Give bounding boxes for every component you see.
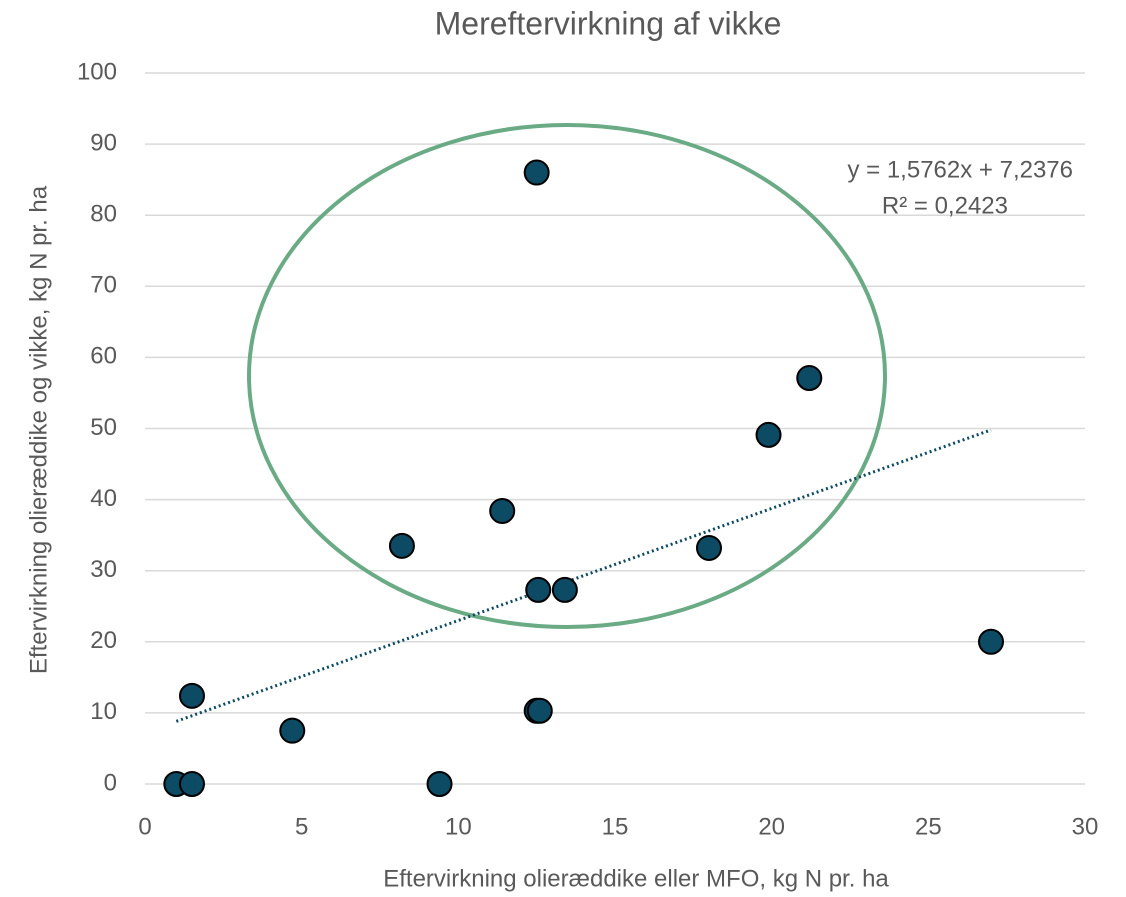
scatter-point	[755, 421, 782, 448]
scatter-point	[526, 697, 553, 724]
chart-title: Mereftervirkning af vikke	[435, 5, 782, 41]
x-tick-label: 15	[602, 813, 629, 840]
scatter-point	[388, 532, 415, 559]
scatter-point	[523, 159, 550, 186]
y-tick-label: 20	[90, 627, 117, 654]
y-tick-label: 0	[104, 769, 117, 796]
scatter-point	[796, 365, 823, 392]
scatter-point	[551, 576, 578, 603]
scatter-point	[489, 497, 516, 524]
y-tick-label: 40	[90, 485, 117, 512]
x-tick-label: 5	[295, 813, 308, 840]
x-tick-label: 0	[138, 813, 151, 840]
y-tick-label: 10	[90, 698, 117, 725]
x-tick-label: 20	[758, 813, 785, 840]
scatter-point	[279, 717, 306, 744]
y-tick-label: 90	[90, 129, 117, 156]
y-tick-label: 60	[90, 343, 117, 370]
highlight-ellipse	[247, 123, 887, 629]
x-tick-label: 25	[915, 813, 942, 840]
grid	[145, 72, 1085, 785]
x-tick-label: 30	[1072, 813, 1099, 840]
y-tick-label: 80	[90, 201, 117, 228]
y-tick-label: 100	[77, 58, 117, 85]
y-axis-label: Eftervirkning olieræddike og vikke, kg N…	[25, 185, 52, 674]
trendline-r2: R² = 0,2423	[882, 192, 1008, 219]
trendline-equation: y = 1,5762x + 7,2376	[847, 156, 1073, 183]
scatter-point	[978, 628, 1004, 655]
scatter-point	[696, 534, 722, 561]
y-tick-label: 50	[90, 414, 117, 441]
scatter-point	[179, 771, 205, 797]
y-tick-label: 70	[90, 272, 117, 299]
scatter-point	[426, 771, 453, 797]
x-tick-label: 10	[445, 813, 472, 840]
x-axis-label: Eftervirkning olieræddike eller MFO, kg …	[383, 865, 889, 892]
y-tick-label: 30	[90, 556, 117, 583]
scatter-point	[179, 682, 205, 709]
scatter-point	[525, 576, 552, 603]
trendline	[175, 428, 992, 723]
